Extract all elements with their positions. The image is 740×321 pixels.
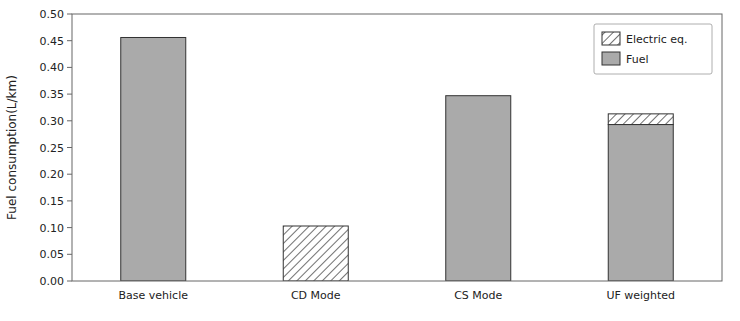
legend: Electric eq. Fuel — [594, 24, 712, 74]
bar — [608, 114, 673, 125]
y-tick — [67, 147, 72, 148]
legend-label: Fuel — [626, 53, 649, 66]
y-tick — [67, 174, 72, 175]
y-tick-label: 0.05 — [40, 248, 65, 261]
y-tick-label: 0.20 — [40, 168, 65, 181]
x-tick-label: Base vehicle — [119, 289, 189, 302]
bar — [446, 95, 511, 96]
x-tick-label: UF weighted — [606, 289, 675, 302]
x-tick-label: CS Mode — [454, 289, 502, 302]
y-tick-label: 0.25 — [40, 142, 65, 155]
bar — [446, 96, 511, 281]
legend-swatch — [602, 52, 620, 65]
y-tick-label: 0.45 — [40, 35, 65, 48]
bar — [608, 125, 673, 281]
y-tick — [67, 14, 72, 15]
y-tick — [67, 120, 72, 121]
y-tick — [67, 254, 72, 255]
chart: 0.00 0.05 0.10 0.15 0.20 0.25 0.30 0.35 0.40 0.45… — [0, 0, 740, 321]
y-tick — [67, 67, 72, 68]
legend-label: Electric eq. — [626, 33, 688, 46]
y-tick — [67, 40, 72, 41]
x-tick-label: CD Mode — [291, 289, 341, 302]
plot-frame — [72, 14, 722, 281]
y-tick — [67, 200, 72, 201]
y-axis-label: Fuel consumption(L/km) — [5, 75, 19, 220]
y-tick-label: 0.40 — [40, 61, 65, 74]
y-tick-label: 0.10 — [40, 222, 65, 235]
y-tick-label: 0.35 — [40, 88, 65, 101]
x-axis: Base vehicle CD Mode CS Mode UF weighted — [119, 289, 676, 302]
y-tick — [67, 281, 72, 282]
y-tick-label: 0.15 — [40, 195, 65, 208]
y-tick-label: 0.50 — [40, 8, 65, 21]
y-axis: 0.00 0.05 0.10 0.15 0.20 0.25 0.30 0.35 0.40 0.45… — [40, 8, 73, 288]
y-tick-label: 0.30 — [40, 115, 65, 128]
bar — [283, 226, 348, 281]
legend-swatch — [602, 32, 620, 45]
y-tick — [67, 94, 72, 95]
bar — [121, 37, 186, 38]
y-tick — [67, 227, 72, 228]
bar — [121, 37, 186, 281]
legend-frame — [594, 24, 712, 74]
y-tick-label: 0.00 — [40, 275, 65, 288]
bars — [121, 37, 674, 281]
